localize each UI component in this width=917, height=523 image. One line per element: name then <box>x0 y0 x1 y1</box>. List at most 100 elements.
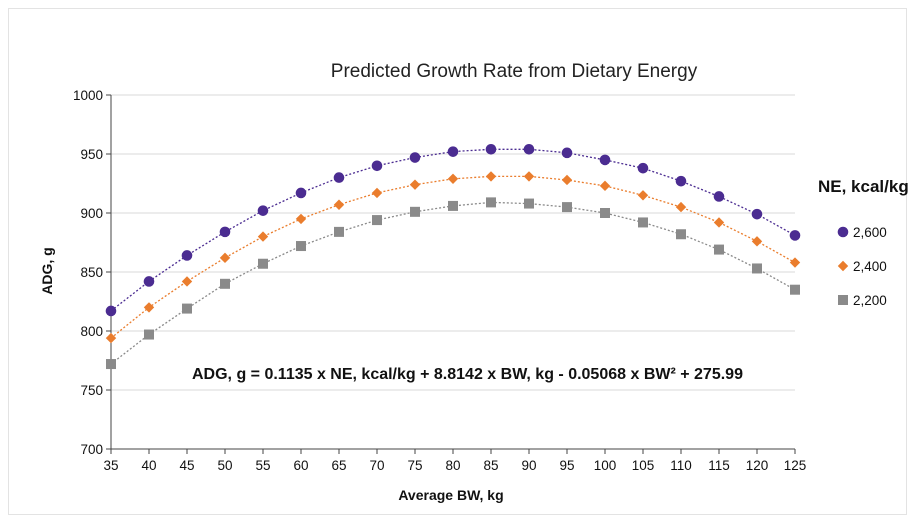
chart-title: Predicted Growth Rate from Dietary Energ… <box>331 61 698 82</box>
legend-title: NE, kcal/kg <box>818 177 908 196</box>
data-point <box>713 191 725 202</box>
x-tick-label: 70 <box>369 458 384 473</box>
data-point <box>105 305 117 317</box>
y-tick-label: 950 <box>80 147 103 162</box>
data-point <box>676 229 686 240</box>
chart: Predicted Growth Rate from Dietary Energ… <box>39 61 908 503</box>
x-tick-label: 45 <box>179 458 194 473</box>
data-point <box>675 175 687 187</box>
data-point <box>144 329 154 340</box>
data-point <box>372 215 382 226</box>
data-point <box>333 172 345 183</box>
data-point <box>675 201 687 213</box>
grid <box>111 94 795 391</box>
x-tick-label: 85 <box>483 458 498 473</box>
data-point <box>257 205 269 216</box>
y-tick-label: 700 <box>80 442 103 457</box>
data-point <box>561 147 573 159</box>
x-tick-label: 65 <box>331 458 346 473</box>
data-point <box>486 197 496 208</box>
y-tick-label: 900 <box>80 206 103 221</box>
trendline <box>110 148 796 312</box>
series-0 <box>105 143 801 317</box>
data-point <box>257 231 269 242</box>
data-point <box>295 213 307 225</box>
trendline <box>110 175 796 339</box>
x-tick-label: 105 <box>632 458 655 473</box>
x-tick-label: 40 <box>141 458 156 473</box>
data-point <box>561 174 573 186</box>
data-point <box>334 226 344 237</box>
data-point <box>523 143 535 155</box>
x-tick-label: 80 <box>445 458 460 473</box>
legend-label: 2,400 <box>853 259 887 274</box>
data-point <box>296 241 306 252</box>
legend-marker <box>838 295 848 305</box>
trendline <box>110 201 796 365</box>
data-point <box>789 230 801 241</box>
data-point <box>295 187 307 199</box>
data-point <box>485 143 497 155</box>
data-point <box>409 179 421 190</box>
y-tick-label: 800 <box>80 324 103 339</box>
data-point <box>713 217 725 228</box>
x-tick-label: 35 <box>103 458 118 473</box>
data-point <box>182 303 192 314</box>
x-tick-label: 100 <box>594 458 617 473</box>
series-2 <box>106 197 800 370</box>
x-tick-label: 75 <box>407 458 422 473</box>
y-tick-label: 1000 <box>73 88 103 103</box>
series-layer <box>105 143 801 370</box>
data-point <box>789 257 801 268</box>
equation-annotation: ADG, g = 0.1135 x NE, kcal/kg + 8.8142 x… <box>192 366 743 383</box>
x-tick-label: 115 <box>708 458 730 473</box>
data-point <box>638 217 648 228</box>
data-point <box>105 332 117 344</box>
data-point <box>219 252 231 264</box>
data-point <box>448 200 458 211</box>
data-point <box>524 198 534 209</box>
data-point <box>143 302 155 313</box>
data-point <box>181 250 193 261</box>
data-point <box>181 276 193 287</box>
x-tick-label: 60 <box>293 458 308 473</box>
x-tick-label: 120 <box>746 458 769 473</box>
data-point <box>143 276 155 287</box>
x-tick-label: 90 <box>521 458 536 473</box>
series-1 <box>105 171 801 344</box>
axes: 700 750 800 850 900 950 1000 35 40 45 50 55 60 65 70 75… <box>73 88 806 473</box>
y-tick-label: 750 <box>80 383 103 398</box>
legend: NE, kcal/kg 2,600 2,400 2,200 <box>818 177 908 308</box>
x-axis-title: Average BW, kg <box>398 487 503 503</box>
data-point <box>371 187 383 199</box>
data-point <box>485 171 497 182</box>
data-point <box>410 206 420 217</box>
data-point <box>333 199 345 210</box>
x-tick-label: 50 <box>217 458 232 473</box>
data-point <box>220 278 230 289</box>
data-point <box>371 160 383 172</box>
data-point <box>447 173 459 184</box>
legend-marker <box>837 226 849 238</box>
x-tick-label: 110 <box>670 458 692 473</box>
data-point <box>258 258 268 269</box>
legend-label: 2,200 <box>853 293 887 308</box>
data-point <box>447 146 459 157</box>
data-point <box>637 190 649 201</box>
data-point <box>751 208 763 220</box>
y-axis-title: ADG, g <box>39 247 55 294</box>
y-tick-label: 850 <box>80 265 103 280</box>
x-tick-label: 55 <box>255 458 270 473</box>
data-point <box>599 154 611 166</box>
data-point <box>637 162 649 174</box>
legend-label: 2,600 <box>853 225 887 240</box>
legend-marker <box>837 260 849 272</box>
data-point <box>106 359 116 370</box>
x-tick-label: 95 <box>559 458 574 473</box>
data-point <box>219 226 231 238</box>
data-point <box>600 208 610 218</box>
data-point <box>751 236 763 247</box>
x-tick-label: 125 <box>784 458 807 473</box>
data-point <box>523 171 535 182</box>
data-point <box>790 284 800 295</box>
